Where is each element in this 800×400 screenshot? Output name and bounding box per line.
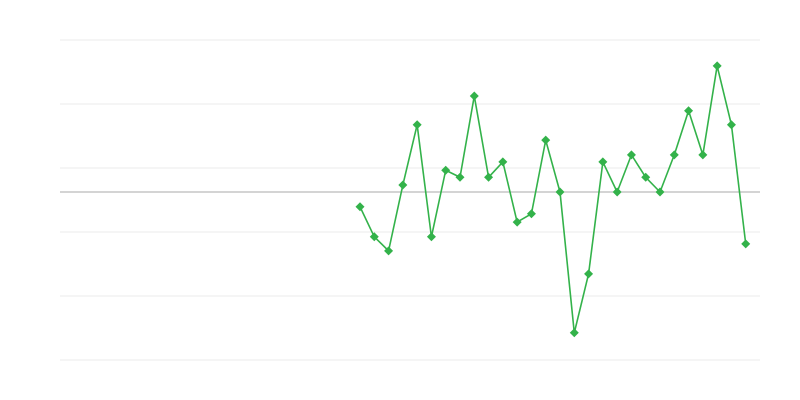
data-point[interactable] bbox=[455, 172, 465, 182]
data-point[interactable] bbox=[555, 187, 565, 197]
series-line-segment bbox=[473, 95, 490, 178]
data-point[interactable] bbox=[384, 246, 394, 256]
series-line-group bbox=[359, 65, 747, 333]
data-point[interactable] bbox=[669, 150, 679, 160]
data-point[interactable] bbox=[512, 217, 522, 227]
data-point[interactable] bbox=[369, 232, 379, 242]
data-point[interactable] bbox=[584, 269, 594, 279]
series-line-segment bbox=[573, 273, 590, 333]
series-line-segment bbox=[387, 184, 404, 252]
data-point[interactable] bbox=[541, 135, 551, 145]
data-point[interactable] bbox=[426, 232, 436, 242]
data-point[interactable] bbox=[569, 328, 579, 338]
series-line-segment bbox=[702, 65, 718, 156]
series-line-segment bbox=[730, 124, 747, 244]
series-line-segment bbox=[530, 140, 547, 214]
series-line-segment bbox=[373, 236, 390, 252]
data-point[interactable] bbox=[355, 202, 365, 212]
series-line-segment bbox=[459, 95, 476, 178]
data-point[interactable] bbox=[469, 91, 479, 101]
data-point[interactable] bbox=[741, 239, 751, 249]
data-point[interactable] bbox=[498, 157, 508, 167]
series-line-segment bbox=[673, 110, 690, 156]
series-line-segment bbox=[430, 170, 447, 237]
series-line-segment bbox=[544, 139, 561, 193]
series-line-segment bbox=[359, 206, 376, 238]
data-point[interactable] bbox=[712, 61, 722, 71]
data-point[interactable] bbox=[598, 157, 608, 167]
series-line-segment bbox=[416, 124, 433, 237]
series-line-segment bbox=[645, 176, 661, 193]
series-line-segment bbox=[502, 161, 518, 223]
data-point[interactable] bbox=[726, 120, 736, 130]
data-point[interactable] bbox=[526, 209, 536, 219]
series-line-segment bbox=[587, 161, 604, 275]
gridlines bbox=[60, 39, 760, 361]
series-line-segment bbox=[602, 161, 618, 193]
series-line-segment bbox=[616, 154, 633, 193]
series-line-segment bbox=[402, 124, 418, 186]
data-point[interactable] bbox=[626, 150, 636, 160]
series-line-segment bbox=[716, 65, 733, 125]
series-markers bbox=[355, 61, 751, 338]
series-line-segment bbox=[630, 154, 647, 178]
data-point[interactable] bbox=[655, 187, 665, 197]
series-line-segment bbox=[559, 191, 576, 333]
series-line-segment bbox=[487, 161, 504, 178]
series-line-segment bbox=[659, 154, 676, 193]
data-point[interactable] bbox=[441, 165, 451, 175]
data-point[interactable] bbox=[641, 172, 651, 182]
data-point[interactable] bbox=[412, 120, 422, 130]
series-line-segment bbox=[687, 110, 704, 156]
data-point[interactable] bbox=[398, 180, 408, 190]
data-point[interactable] bbox=[484, 172, 494, 182]
data-point[interactable] bbox=[684, 106, 694, 116]
data-point[interactable] bbox=[698, 150, 708, 160]
data-point[interactable] bbox=[612, 187, 622, 197]
